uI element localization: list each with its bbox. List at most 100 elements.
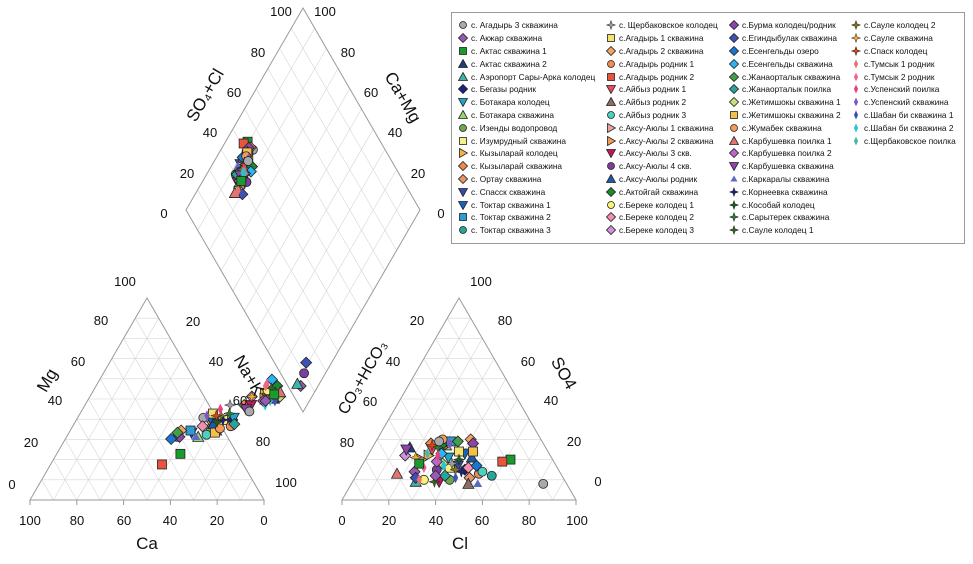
legend-marker-icon bbox=[729, 212, 739, 223]
legend-marker-icon bbox=[853, 59, 859, 69]
legend-marker-icon bbox=[851, 33, 861, 44]
legend-label: с.Береке колодец 1 bbox=[619, 199, 695, 210]
cation-left-tick: 20 bbox=[24, 435, 38, 450]
legend-item: с.Корнеевка скважина bbox=[729, 185, 851, 198]
legend-marker bbox=[851, 20, 861, 31]
legend-marker bbox=[853, 136, 859, 146]
legend-marker bbox=[459, 148, 468, 159]
cation-point bbox=[204, 410, 210, 422]
legend-marker bbox=[853, 123, 859, 133]
legend-label: с.Агадырь 2 скважина bbox=[619, 45, 704, 56]
legend-item: с. Бегазы родник bbox=[458, 83, 606, 96]
cation-point bbox=[185, 425, 196, 436]
legend-label: с.Айбыз родник 2 bbox=[619, 97, 687, 108]
legend-item: с.Егиндыбулак скважина bbox=[729, 32, 851, 45]
legend-marker-icon bbox=[607, 162, 615, 171]
diamond-right-tick: 100 bbox=[314, 4, 336, 19]
legend-marker bbox=[458, 161, 468, 172]
diamond-right-tick: 60 bbox=[364, 85, 378, 100]
legend-marker bbox=[729, 148, 739, 159]
cation-bottom-axis-label: Ca bbox=[136, 534, 158, 553]
anion-point bbox=[455, 465, 468, 479]
legend-marker-icon bbox=[458, 71, 468, 81]
legend-marker-icon bbox=[607, 200, 615, 209]
diamond-grid-line bbox=[291, 189, 409, 392]
legend-marker-icon bbox=[458, 161, 468, 172]
anion-point bbox=[477, 466, 488, 477]
cation-point bbox=[228, 418, 241, 431]
legend-item: с.Актойгай скважина bbox=[606, 185, 729, 198]
legend-label: с.Сауле скважина bbox=[864, 33, 933, 44]
legend-label: с.Сарытерек скважина bbox=[742, 212, 830, 223]
legend-marker-icon bbox=[458, 98, 468, 108]
anion-triangle-grid-line bbox=[365, 318, 471, 501]
legend-marker bbox=[729, 162, 739, 172]
legend-marker-icon bbox=[459, 47, 467, 55]
anion-bottom-tick: 0 bbox=[338, 513, 345, 528]
legend-grid: с. Агадырь 3 скважина с. Акжар скважина с.… bbox=[458, 19, 960, 239]
cation-point bbox=[269, 389, 280, 400]
legend-marker bbox=[729, 225, 739, 236]
legend-label: с. Спасск скважина bbox=[471, 186, 546, 197]
legend-marker-icon bbox=[729, 199, 739, 210]
legend-label: с.Успенский поилка bbox=[864, 84, 940, 95]
legend-label: с. Токтар скважина 3 bbox=[471, 225, 551, 236]
anion-point bbox=[462, 477, 475, 489]
legend-marker bbox=[607, 135, 616, 146]
anion-bottom-tick: 20 bbox=[382, 513, 396, 528]
legend-marker-icon bbox=[459, 21, 467, 30]
legend-marker bbox=[607, 34, 615, 43]
cation-point bbox=[191, 432, 201, 441]
cation-triangle-grid-line bbox=[123, 338, 218, 501]
cation-triangle-grid-line bbox=[76, 338, 171, 501]
cation-point bbox=[259, 394, 272, 407]
anion-point bbox=[434, 436, 445, 447]
legend-label: с.Бурма колодец/родник bbox=[742, 20, 836, 31]
cation-point bbox=[300, 356, 313, 369]
diamond-grid-line bbox=[279, 169, 397, 372]
anion-point bbox=[452, 472, 459, 484]
legend-marker bbox=[606, 173, 616, 183]
legend-marker bbox=[607, 122, 616, 133]
legend-marker-icon bbox=[853, 110, 859, 120]
diamond-left-tick: 100 bbox=[270, 4, 292, 19]
legend-label: с.Агадырь родник 2 bbox=[619, 71, 695, 82]
cation-left-tick: 0 bbox=[8, 477, 15, 492]
diamond-grid-line bbox=[279, 48, 397, 251]
legend-item: с. Токтар скважина 1 bbox=[458, 198, 606, 211]
anion-point bbox=[473, 479, 483, 487]
legend-label: с.Береке колодец 3 bbox=[619, 225, 695, 236]
legend-item: с. Спасск скважина bbox=[458, 185, 606, 198]
legend-item: с.Шабан би скважина 2 bbox=[851, 121, 966, 134]
legend-marker-icon bbox=[851, 45, 861, 56]
anion-point bbox=[505, 454, 516, 465]
legend-marker bbox=[459, 226, 467, 235]
legend-label: с.Карбушевка скважина bbox=[742, 161, 834, 172]
legend-marker bbox=[729, 186, 739, 197]
anion-point bbox=[441, 460, 447, 472]
cation-triangle-grid-line bbox=[41, 479, 54, 501]
legend-label: с.Каркаралы скважина bbox=[742, 173, 830, 184]
legend-item: с.Жанаорталык скважина bbox=[729, 70, 851, 83]
legend-marker-icon bbox=[458, 173, 468, 184]
cation-triangle-grid-line bbox=[99, 358, 183, 501]
legend-item: с.Сауле скважина bbox=[851, 32, 966, 45]
legend-item: с. Актас скважина 1 bbox=[458, 45, 606, 58]
legend-marker bbox=[459, 213, 467, 222]
legend-marker-icon bbox=[606, 186, 616, 197]
legend-marker-icon bbox=[458, 33, 468, 44]
legend-marker bbox=[458, 173, 468, 184]
legend-item: с.Айбыз родник 3 bbox=[606, 109, 729, 122]
anion-triangle-grid-line bbox=[552, 479, 565, 501]
diamond-right-tick: 0 bbox=[437, 206, 444, 221]
legend-marker-icon bbox=[729, 33, 739, 44]
legend-marker-icon bbox=[729, 45, 739, 56]
cation-point bbox=[291, 377, 304, 389]
cation-point bbox=[210, 415, 224, 429]
anion-right-tick: 60 bbox=[521, 354, 535, 369]
anion-triangle-grid-line bbox=[505, 439, 542, 501]
legend-marker bbox=[606, 186, 616, 197]
anion-point bbox=[438, 469, 452, 482]
cation-triangle-grid-line bbox=[53, 318, 159, 501]
legend-marker-icon bbox=[607, 111, 615, 119]
